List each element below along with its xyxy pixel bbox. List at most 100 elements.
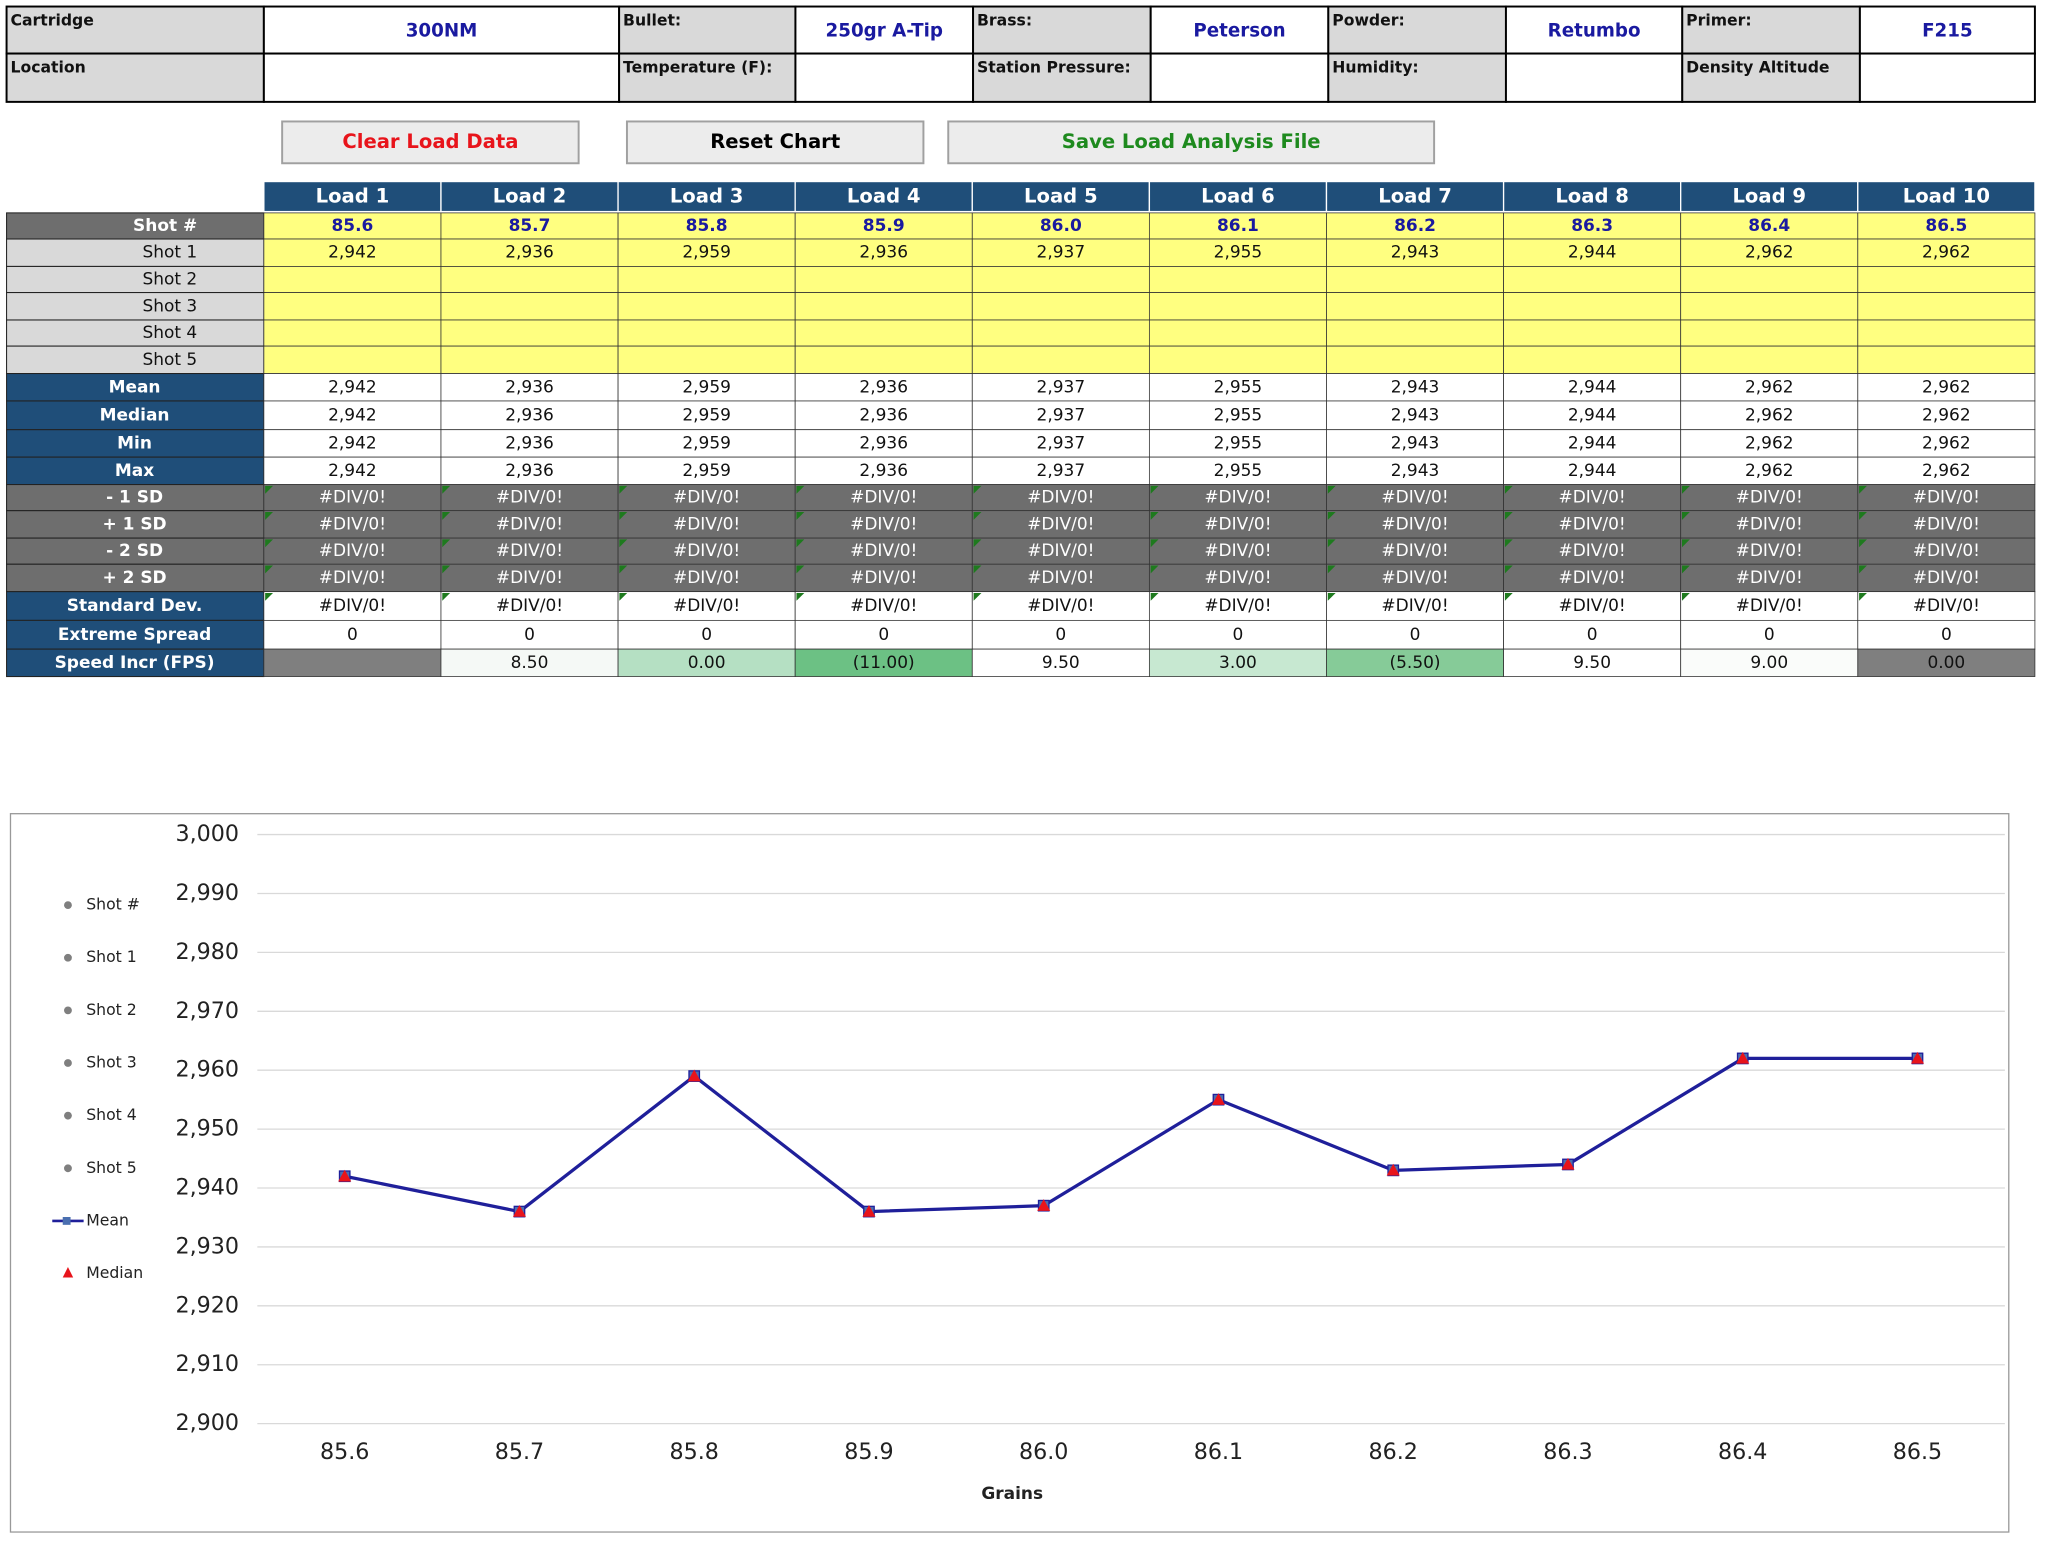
- cell-text: 0.00: [1927, 653, 1965, 673]
- cell-text: 86.2: [1394, 216, 1436, 236]
- y-tick-label: 2,910: [176, 1351, 240, 1377]
- cell-text: #DIV/0!: [496, 596, 563, 616]
- data-point: [338, 1169, 352, 1182]
- cell: [794, 292, 973, 321]
- column-header: Load 2: [493, 185, 567, 208]
- legend-label: Median: [86, 1263, 143, 1282]
- y-tick-label: 2,930: [176, 1233, 240, 1259]
- cell: [971, 537, 1150, 565]
- button-label[interactable]: Clear Load Data: [342, 130, 518, 153]
- row-label: + 2 SD: [102, 568, 166, 588]
- cell: [1326, 319, 1504, 347]
- row-label-cell: [6, 345, 265, 375]
- cell: [1148, 292, 1327, 321]
- cell: [1857, 537, 2036, 565]
- cell: [971, 266, 1150, 293]
- cell: [1503, 292, 1682, 321]
- cell: [794, 591, 973, 621]
- button-label[interactable]: Save Load Analysis File: [1062, 130, 1321, 153]
- x-tick-label: 86.0: [1019, 1439, 1068, 1465]
- column-header-cell: [1325, 180, 1505, 213]
- cell: [617, 238, 796, 267]
- legend-label: Shot 3: [86, 1053, 137, 1072]
- cell: [1326, 429, 1504, 458]
- row-label-cell: [6, 292, 265, 321]
- cell-text: 2,936: [505, 405, 554, 425]
- cell-text: 2,959: [682, 433, 731, 453]
- y-tick-label: 2,950: [176, 1116, 240, 1142]
- cell: [617, 400, 796, 431]
- cell: [617, 484, 796, 512]
- cell: [1680, 345, 1859, 374]
- cell: [440, 510, 619, 539]
- cell: [794, 373, 973, 402]
- cell-text: 0: [878, 625, 889, 645]
- cell: [1680, 319, 1859, 347]
- cell-text: #DIV/0!: [673, 596, 740, 616]
- x-tick-label: 85.9: [844, 1439, 893, 1465]
- cell: [971, 429, 1150, 458]
- cell-text: #DIV/0!: [1027, 541, 1094, 561]
- cell: [617, 619, 796, 650]
- cell: [1857, 510, 2036, 539]
- cell-text: #DIV/0!: [1736, 488, 1803, 508]
- header-label: Brass:: [977, 10, 1032, 29]
- cell-text: 2,937: [1037, 377, 1086, 397]
- cell-text: 2,944: [1568, 461, 1617, 481]
- cell-text: 8.50: [511, 653, 549, 673]
- cell: [971, 591, 1150, 621]
- column-header: Load 6: [1201, 185, 1275, 208]
- cell-text: 2,943: [1391, 433, 1440, 453]
- cell: [1326, 591, 1504, 621]
- cell-text: #DIV/0!: [496, 568, 563, 588]
- data-point: [1910, 1051, 1925, 1064]
- cell-text: 86.1: [1217, 216, 1259, 236]
- column-header: Load 5: [1024, 185, 1098, 208]
- cell-text: 2,936: [859, 377, 908, 397]
- row-label-cell: [6, 510, 265, 539]
- legend-label: Shot 4: [86, 1105, 137, 1124]
- row-label: Mean: [109, 377, 161, 397]
- button-label[interactable]: Reset Chart: [710, 130, 840, 153]
- cell-text: 0: [1233, 625, 1244, 645]
- data-point: [687, 1069, 701, 1082]
- header-label: Humidity:: [1332, 57, 1418, 76]
- cell-text: #DIV/0!: [319, 596, 386, 616]
- button[interactable]: [625, 120, 925, 165]
- legend-marker: [64, 953, 72, 962]
- cell-text: 2,944: [1568, 243, 1617, 263]
- cell-text: #DIV/0!: [1736, 541, 1803, 561]
- button[interactable]: [281, 120, 580, 165]
- header-label: Cartridge: [10, 10, 93, 29]
- x-tick-label: 85.7: [495, 1439, 544, 1465]
- cell: [1503, 648, 1682, 677]
- cell-text: 9.50: [1042, 653, 1080, 673]
- cell: [440, 456, 619, 485]
- cell-text: #DIV/0!: [1736, 596, 1803, 616]
- cell-text: #DIV/0!: [1559, 596, 1626, 616]
- error-flag: [1682, 485, 1690, 494]
- cell: [1857, 429, 2036, 458]
- cell: [971, 510, 1150, 539]
- row-label-cell: [6, 591, 265, 621]
- button[interactable]: [947, 120, 1436, 165]
- cell: [1680, 266, 1859, 293]
- x-tick-label: 85.6: [320, 1439, 369, 1465]
- cell-text: 9.00: [1750, 653, 1788, 673]
- cell-text: #DIV/0!: [850, 514, 917, 534]
- cell-text: 2,955: [1214, 377, 1263, 397]
- cell: [794, 266, 973, 293]
- cell: [263, 373, 442, 402]
- cell: [1503, 537, 1682, 565]
- cell: [1326, 212, 1504, 240]
- row-label-cell: [6, 456, 265, 486]
- y-tick-label: 2,970: [176, 998, 240, 1024]
- cell: [1148, 373, 1327, 402]
- cell: [971, 484, 1150, 512]
- cell-text: 2,943: [1391, 405, 1440, 425]
- header-value-cell: [1149, 52, 1330, 103]
- cell-text: #DIV/0!: [850, 568, 917, 588]
- error-flag: [973, 485, 982, 494]
- data-point: [862, 1205, 876, 1217]
- cell-text: #DIV/0!: [850, 596, 917, 616]
